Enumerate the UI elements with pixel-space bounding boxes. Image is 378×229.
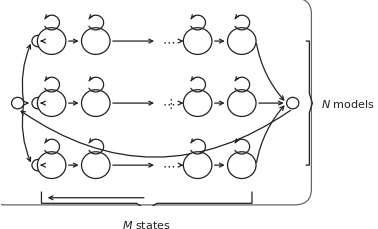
Circle shape bbox=[37, 152, 66, 179]
Circle shape bbox=[12, 98, 24, 109]
Circle shape bbox=[183, 29, 212, 55]
Circle shape bbox=[37, 90, 66, 117]
Circle shape bbox=[82, 152, 110, 179]
Circle shape bbox=[37, 29, 66, 55]
Circle shape bbox=[32, 36, 44, 48]
Circle shape bbox=[32, 98, 44, 109]
Text: $\vdots$: $\vdots$ bbox=[164, 97, 173, 111]
Text: $\cdots$: $\cdots$ bbox=[162, 97, 175, 110]
Circle shape bbox=[32, 160, 44, 171]
Circle shape bbox=[82, 29, 110, 55]
Text: $N$ models: $N$ models bbox=[321, 98, 375, 110]
Circle shape bbox=[183, 152, 212, 179]
Text: $M$ states: $M$ states bbox=[122, 218, 171, 229]
Circle shape bbox=[82, 90, 110, 117]
Circle shape bbox=[228, 29, 256, 55]
Circle shape bbox=[228, 90, 256, 117]
Text: $\cdots$: $\cdots$ bbox=[162, 35, 175, 48]
Circle shape bbox=[228, 152, 256, 179]
Text: $\cdots$: $\cdots$ bbox=[162, 159, 175, 172]
Circle shape bbox=[287, 98, 299, 109]
Circle shape bbox=[183, 90, 212, 117]
FancyBboxPatch shape bbox=[0, 0, 311, 205]
